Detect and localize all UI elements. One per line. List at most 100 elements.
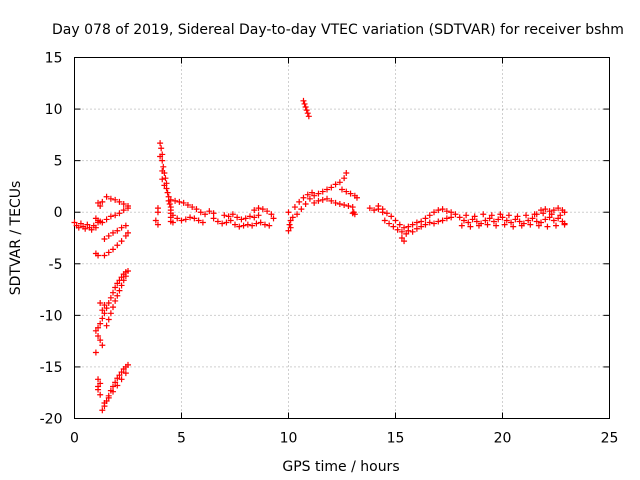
data-point (157, 140, 164, 147)
data-point (315, 197, 322, 204)
data-point (92, 349, 99, 356)
data-point (394, 226, 401, 233)
data-point (105, 394, 112, 401)
data-point (154, 209, 161, 216)
data-point (469, 216, 476, 223)
data-point (475, 222, 482, 229)
data-point (176, 198, 183, 205)
data-point (103, 193, 110, 200)
data-point (159, 167, 166, 174)
data-point (439, 206, 446, 213)
data-point (125, 203, 131, 210)
data-point (371, 207, 378, 214)
data-point (392, 217, 399, 224)
data-point (154, 221, 161, 228)
data-point (386, 220, 393, 227)
data-point (210, 215, 217, 222)
data-point (114, 292, 121, 299)
data-point (426, 219, 433, 226)
data-point (249, 222, 256, 229)
data-point (114, 227, 121, 234)
data-point (405, 223, 412, 230)
data-point (458, 222, 465, 229)
data-point (546, 208, 553, 215)
data-point (169, 212, 176, 219)
data-point (350, 209, 357, 216)
data-point (289, 214, 296, 221)
data-point (105, 299, 112, 306)
data-point (431, 209, 438, 216)
data-point (118, 376, 125, 383)
data-point (202, 211, 209, 218)
data-point (296, 198, 303, 205)
data-point (99, 315, 106, 322)
data-point (418, 218, 425, 225)
data-point (546, 214, 553, 221)
data-point (435, 218, 442, 225)
data-point (332, 199, 339, 206)
data-point (125, 361, 131, 368)
data-point (110, 383, 117, 390)
data-point (110, 289, 117, 296)
data-point (161, 182, 168, 189)
data-point (101, 310, 108, 317)
data-point (542, 206, 549, 213)
data-point (97, 203, 104, 210)
data-point (99, 307, 106, 314)
data-point (375, 203, 382, 210)
data-point (162, 175, 169, 182)
data-point (105, 232, 112, 239)
data-point (240, 222, 247, 229)
data-point (302, 104, 309, 111)
data-point (82, 225, 89, 232)
data-point (332, 181, 339, 188)
data-point (187, 214, 194, 221)
x-tick-label: 20 (494, 431, 512, 447)
data-point (214, 218, 221, 225)
data-point (107, 213, 114, 220)
data-point (305, 113, 312, 120)
plot-frame (74, 57, 610, 419)
data-point (493, 222, 500, 229)
data-point (257, 219, 264, 226)
data-point (95, 332, 102, 339)
data-point (535, 222, 542, 229)
data-point (164, 189, 171, 196)
data-point (311, 192, 318, 199)
data-point (285, 209, 292, 216)
data-point (114, 382, 121, 389)
data-point (152, 217, 159, 224)
data-point (315, 190, 322, 197)
data-point (324, 186, 331, 193)
data-point (301, 100, 308, 107)
data-point (174, 215, 181, 222)
data-point (97, 337, 104, 344)
data-point (114, 280, 121, 287)
data-point (555, 215, 562, 222)
data-point (527, 221, 534, 228)
data-point (125, 268, 131, 275)
data-point (409, 221, 416, 228)
data-point (486, 215, 493, 222)
data-point (550, 217, 557, 224)
data-point (157, 153, 164, 160)
data-point (189, 204, 196, 211)
data-point (266, 222, 273, 229)
data-point (465, 219, 472, 226)
data-point (95, 199, 102, 206)
data-point (285, 227, 292, 234)
data-point (349, 204, 356, 211)
data-point (495, 216, 502, 223)
data-point (105, 249, 112, 256)
data-point (101, 400, 108, 407)
data-point (448, 209, 455, 216)
data-point (422, 221, 429, 228)
data-point (304, 110, 311, 117)
data-point (101, 236, 108, 243)
data-point (501, 221, 508, 228)
data-point (300, 97, 307, 104)
data-point (75, 224, 82, 231)
data-point (300, 194, 307, 201)
data-point (555, 205, 562, 212)
chart-title: Day 078 of 2019, Sidereal Day-to-day VTE… (52, 22, 624, 38)
